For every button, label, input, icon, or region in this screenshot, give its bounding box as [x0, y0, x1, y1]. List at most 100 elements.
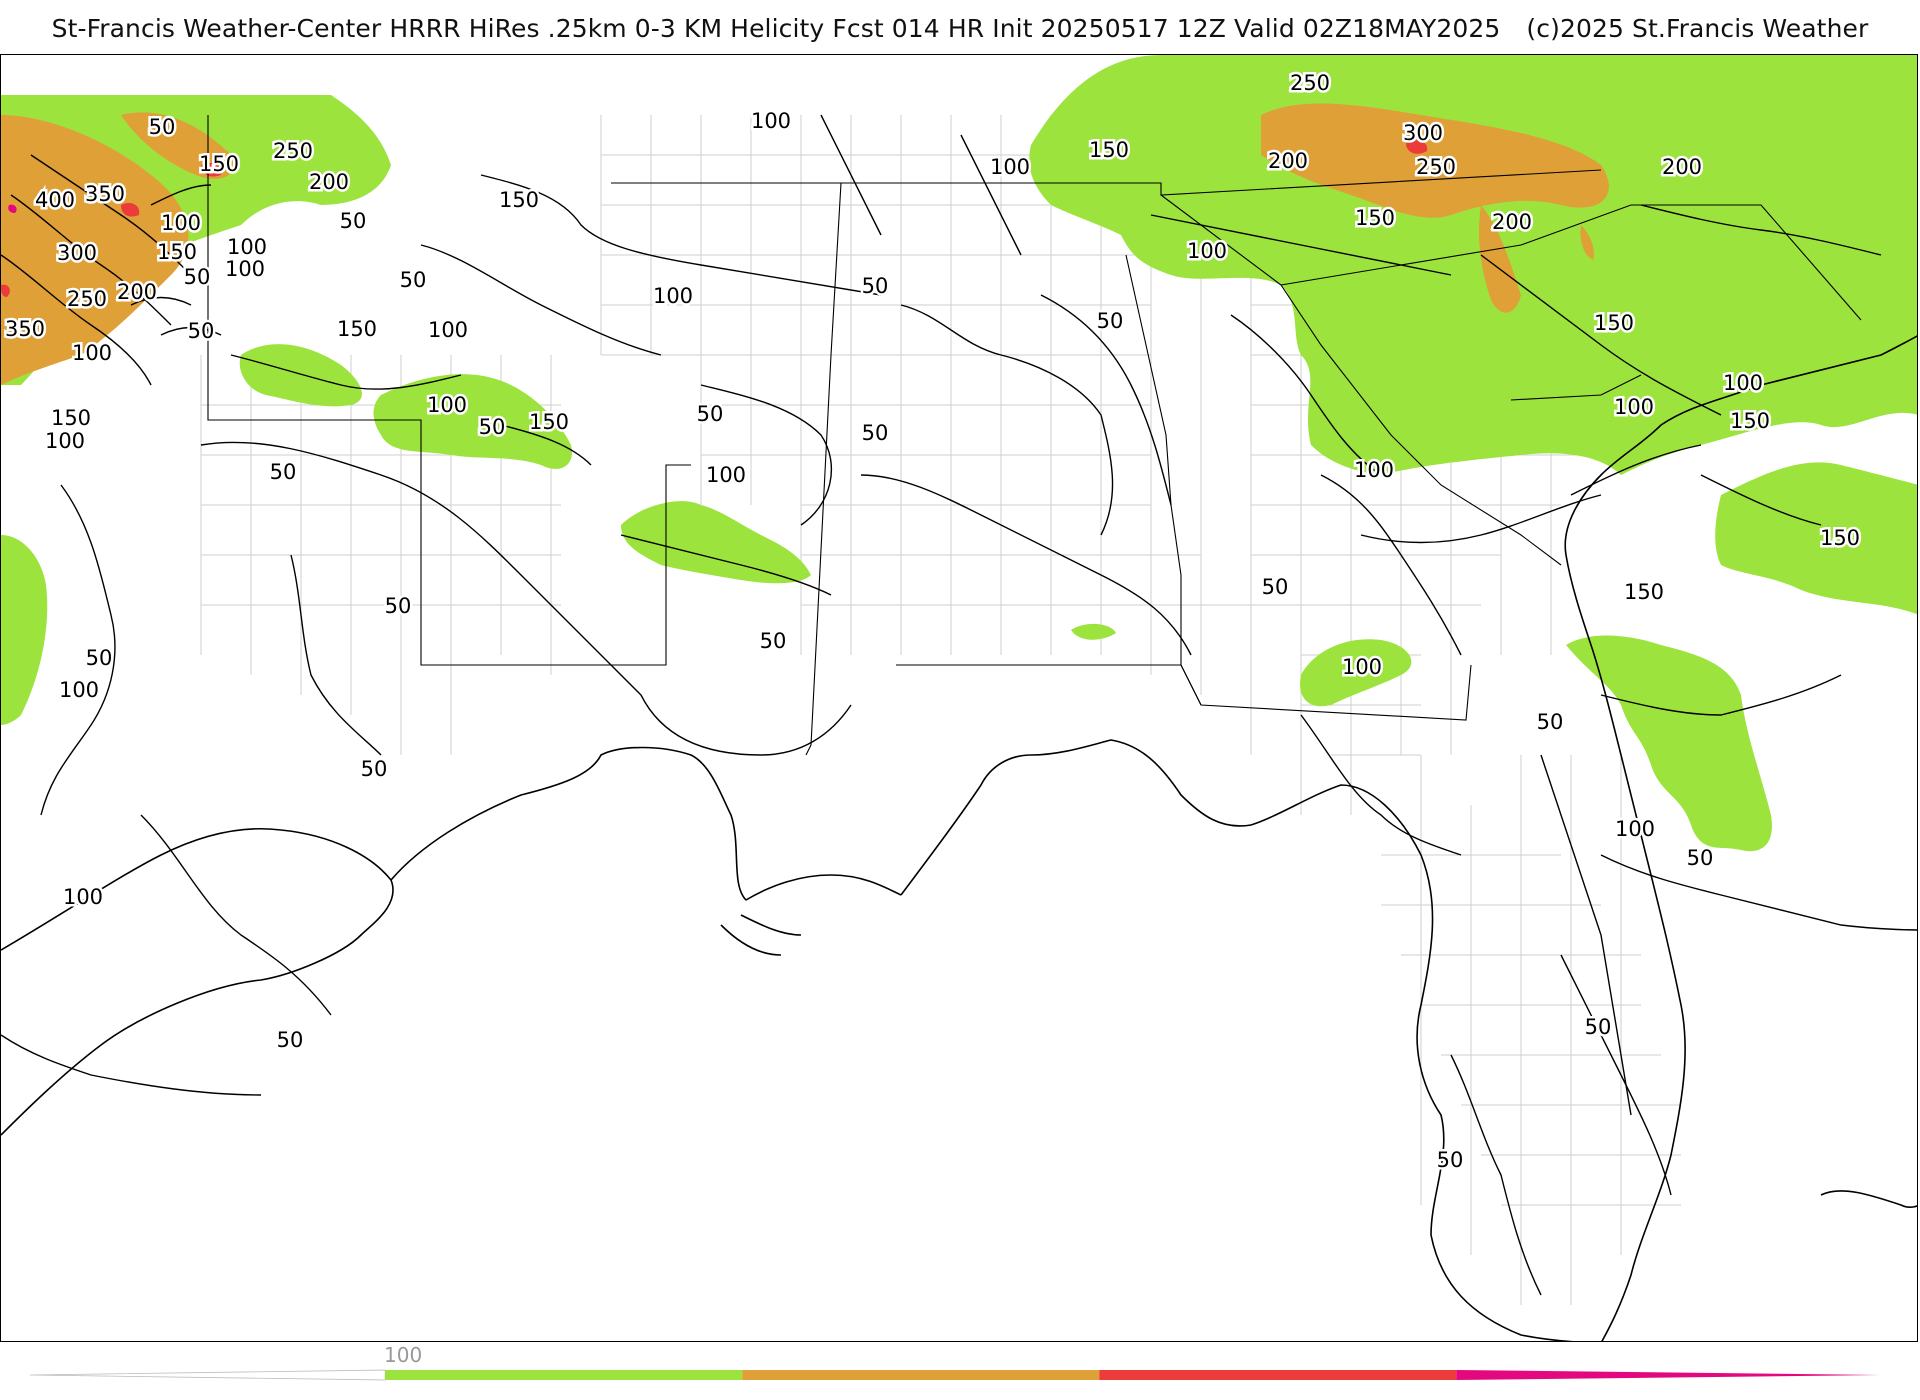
shade-red-missouri — [201, 163, 222, 177]
contour-label: 50 — [1585, 1015, 1612, 1039]
contour-label: 100 — [653, 284, 693, 308]
colorbar-segment — [1456, 1370, 1880, 1380]
contour-label: 100 — [1614, 395, 1654, 419]
shade-orange-northeast — [1261, 103, 1609, 218]
shade-orange-northeast-2 — [1479, 205, 1521, 313]
contour-label: 150 — [1820, 526, 1860, 550]
shade-magenta-west — [8, 204, 17, 213]
contour-label: 350 — [5, 317, 45, 341]
contour-label: 50 — [361, 757, 388, 781]
coastline — [1, 335, 1917, 1341]
contour-label: 100 — [1354, 458, 1394, 482]
contour-label: 150 — [529, 410, 569, 434]
contour-label: 250 — [67, 287, 107, 311]
chart-title: St-Francis Weather-Center HRRR HiRes .25… — [0, 14, 1920, 43]
contour-label: 100 — [990, 155, 1030, 179]
contour-label: 50 — [1537, 710, 1564, 734]
contour-label: 100 — [227, 235, 267, 259]
shade-red-kansas — [121, 203, 140, 217]
contour-label: 100 — [751, 109, 791, 133]
contour-label: 150 — [51, 406, 91, 430]
contour-label: 100 — [1342, 655, 1382, 679]
shade-green-east-atlantic — [1715, 462, 1917, 615]
contour-label: 100 — [72, 341, 112, 365]
shade-green-florida-panhandle — [1300, 639, 1412, 707]
contour-label: 50 — [188, 319, 215, 343]
contour-label: 250 — [273, 139, 313, 163]
contour-label: 150 — [1730, 409, 1770, 433]
shade-red-west — [1, 284, 10, 297]
shade-green-georgia-coast — [1566, 635, 1772, 852]
shade-orange-plains-top — [121, 112, 234, 179]
contour-label: 50 — [760, 629, 787, 653]
contour-label: 50 — [400, 268, 427, 292]
contour-label: 100 — [1723, 371, 1763, 395]
title-main: St-Francis Weather-Center HRRR HiRes .25… — [51, 14, 1501, 43]
helicity-contours — [1, 114, 1917, 1296]
contour-label: 100 — [59, 678, 99, 702]
contour-label: 250 — [1290, 71, 1330, 95]
shade-green-oklahoma — [239, 344, 362, 407]
colorbar-segment — [29, 1369, 386, 1381]
contour-label: 50 — [184, 265, 211, 289]
colorbar-tick-label: 100 — [384, 1343, 423, 1367]
contour-label: 400 — [35, 188, 75, 212]
contour-label: 350 — [85, 182, 125, 206]
colorbar-segment — [385, 1370, 743, 1380]
contour-label: 300 — [1403, 121, 1443, 145]
contour-label: 50 — [1097, 309, 1124, 333]
map-panel: 50 150 250 200 400 350 300 250 200 100 150 100 100 50… — [0, 54, 1918, 1342]
title-copyright: (c)2025 St.Francis Weather — [1526, 14, 1869, 43]
contour-label: 250 — [1416, 155, 1456, 179]
contour-label: 100 — [427, 393, 467, 417]
contour-label: 200 — [1662, 155, 1702, 179]
contour-label: 50 — [385, 594, 412, 618]
colorbar: 100 — [0, 1340, 1920, 1400]
contour-label: 100 — [428, 318, 468, 342]
contour-label: 300 — [57, 241, 97, 265]
contour-label: 150 — [499, 188, 539, 212]
contour-label: 200 — [1268, 149, 1308, 173]
contour-label: 200 — [309, 170, 349, 194]
contour-label: 100 — [706, 463, 746, 487]
contour-label: 100 — [161, 211, 201, 235]
contour-label: 50 — [277, 1028, 304, 1052]
shade-green-alabama — [1071, 623, 1116, 640]
contour-label: 150 — [157, 240, 197, 264]
contour-label: 150 — [199, 152, 239, 176]
contour-label: 100 — [45, 429, 85, 453]
contour-label: 150 — [1355, 206, 1395, 230]
contour-label: 50 — [86, 646, 113, 670]
shade-green-mississippi — [621, 501, 811, 584]
helicity-shading — [1, 55, 1917, 852]
contour-label: 50 — [340, 209, 367, 233]
contour-label: 50 — [862, 421, 889, 445]
contour-label: 100 — [1615, 817, 1655, 841]
contour-label: 150 — [1624, 580, 1664, 604]
shade-orange-plains — [1, 115, 189, 385]
colorbar-scale — [29, 1369, 1880, 1381]
contour-label: 50 — [479, 415, 506, 439]
shade-green-arkansas — [373, 374, 572, 469]
contour-label: 200 — [1492, 210, 1532, 234]
shade-orange-northeast-3 — [1580, 225, 1594, 260]
shade-red-virginia — [1406, 140, 1428, 154]
contour-label: 150 — [1594, 311, 1634, 335]
contour-label: 150 — [1089, 138, 1129, 162]
contour-label: 50 — [1437, 1148, 1464, 1172]
contour-label: 100 — [63, 885, 103, 909]
colorbar-segment — [1099, 1370, 1457, 1380]
contour-label: 50 — [1262, 575, 1289, 599]
contour-label: 100 — [225, 257, 265, 281]
shade-green-northeast — [1029, 55, 1917, 475]
contour-label: 50 — [697, 402, 724, 426]
colorbar-segment — [742, 1370, 1100, 1380]
contour-label: 50 — [862, 274, 889, 298]
contour-label: 50 — [270, 460, 297, 484]
contour-label: 150 — [337, 317, 377, 341]
contour-label: 50 — [1687, 846, 1714, 870]
contour-label: 50 — [149, 115, 176, 139]
contour-label: 200 — [117, 280, 157, 304]
